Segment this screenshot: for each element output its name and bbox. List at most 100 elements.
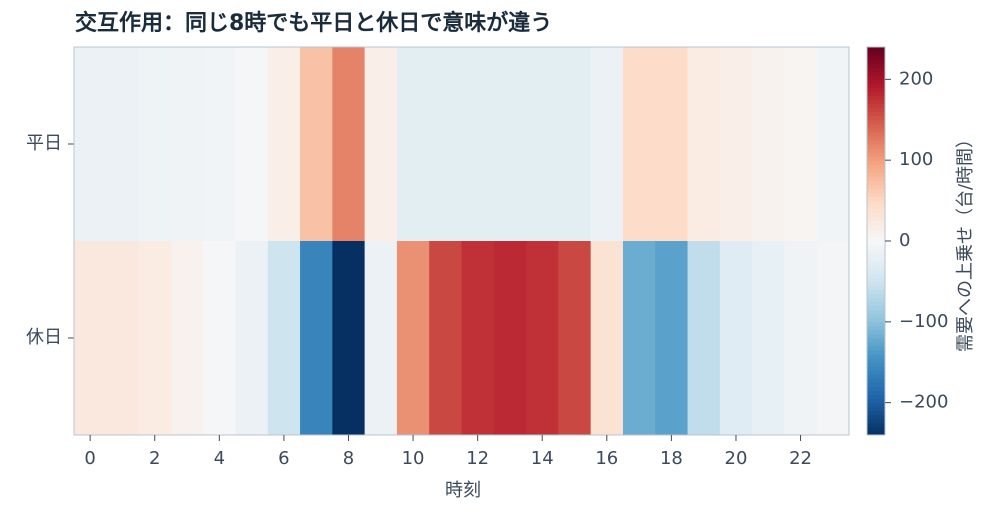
heatmap-cell xyxy=(332,47,366,242)
colorbar-segment xyxy=(867,160,885,165)
heatmap-cell xyxy=(816,241,850,436)
colorbar-segment xyxy=(867,119,885,125)
heatmap-cell xyxy=(364,241,398,436)
chart-title: 交互作用：同じ8時でも平日と休日で意味が違う xyxy=(75,10,552,36)
heatmap-cell xyxy=(267,241,301,436)
colorbar-segment xyxy=(867,241,885,246)
x-tick-label: 20 xyxy=(725,448,748,469)
colorbar-segment xyxy=(867,329,885,335)
colorbar-segment xyxy=(867,305,885,311)
colorbar-segment xyxy=(867,374,885,379)
colorbar-segment xyxy=(867,232,885,238)
x-tick-label: 14 xyxy=(531,448,554,469)
colorbar-tick-label: −100 xyxy=(899,311,948,332)
colorbar-segment xyxy=(867,212,885,218)
colorbar-label: 需要への上乗せ（台/時間） xyxy=(955,130,976,352)
colorbar-segment xyxy=(867,362,885,367)
colorbar-segment xyxy=(867,184,885,189)
colorbar-segment xyxy=(867,390,885,396)
colorbar-segment xyxy=(867,192,885,198)
colorbar-segment xyxy=(867,273,885,278)
colorbar-segment xyxy=(867,176,885,181)
colorbar-segment xyxy=(867,418,885,424)
colorbar-segment xyxy=(867,257,885,262)
heatmap-cell xyxy=(590,47,624,242)
colorbar-segment xyxy=(867,430,885,436)
colorbar-segment xyxy=(867,164,885,169)
colorbar-segment xyxy=(867,285,885,290)
colorbar-segment xyxy=(867,386,885,392)
colorbar-segment xyxy=(867,228,885,234)
heatmap-cell xyxy=(752,241,785,436)
heatmap-cell xyxy=(493,241,527,436)
heatmap-cell xyxy=(558,241,592,436)
colorbar-segment xyxy=(867,67,885,72)
heatmap-cell xyxy=(138,47,172,242)
heatmap-cell xyxy=(784,47,818,242)
heatmap-cell xyxy=(300,47,333,242)
colorbar-segment xyxy=(867,123,885,129)
colorbar-segment xyxy=(867,406,885,412)
y-tick-label: 休日 xyxy=(26,327,62,348)
colorbar-segment xyxy=(867,59,885,64)
colorbar-segment xyxy=(867,220,885,226)
colorbar-segment xyxy=(867,79,885,84)
colorbar-segment xyxy=(867,333,885,339)
colorbar-segment xyxy=(867,325,885,331)
colorbar-segment xyxy=(867,135,885,141)
colorbar-segment xyxy=(867,398,885,404)
colorbar-segment xyxy=(867,281,885,286)
heatmap-cell xyxy=(461,241,495,436)
colorbar-segment xyxy=(867,426,885,432)
colorbar-segment xyxy=(867,188,885,193)
heatmap-cell xyxy=(752,47,785,242)
x-tick-label: 10 xyxy=(402,448,425,469)
heatmap-cell xyxy=(235,47,269,242)
colorbar-segment xyxy=(867,261,885,266)
colorbar-segment xyxy=(867,269,885,274)
colorbar-segment xyxy=(867,338,885,343)
heatmap-cell xyxy=(332,241,366,436)
heatmap-cell xyxy=(493,47,527,242)
colorbar-segment xyxy=(867,358,885,363)
heatmap-cell xyxy=(655,47,689,242)
colorbar-segment xyxy=(867,55,885,60)
colorbar-segment xyxy=(867,245,885,250)
heatmap-cell xyxy=(300,241,333,436)
heatmap-cell xyxy=(170,241,204,436)
heatmap-cell xyxy=(622,47,656,242)
plot-frame xyxy=(73,46,850,436)
colorbar-segment xyxy=(867,350,885,355)
heatmap-cell xyxy=(138,241,172,436)
colorbar-tick-label: 200 xyxy=(899,68,933,89)
colorbar-tick-label: −200 xyxy=(899,392,948,413)
colorbar-segment xyxy=(867,75,885,80)
heatmap-cell xyxy=(106,47,140,242)
colorbar-tick-label: 0 xyxy=(899,230,910,251)
colorbar-segment xyxy=(867,309,885,315)
colorbar-segment xyxy=(867,208,885,214)
colorbar-segment xyxy=(867,99,885,105)
colorbar-segment xyxy=(867,366,885,371)
colorbar-segment xyxy=(867,277,885,282)
colorbar-tick-label: 100 xyxy=(899,149,933,170)
colorbar-segment xyxy=(867,172,885,177)
colorbar-segment xyxy=(867,200,885,206)
heatmap-cell xyxy=(106,241,140,436)
colorbar-segment xyxy=(867,216,885,222)
y-tick-label: 平日 xyxy=(26,133,62,154)
colorbar-segment xyxy=(867,265,885,270)
colorbar-segment xyxy=(867,180,885,185)
colorbar-segment xyxy=(867,253,885,258)
heatmap-cell xyxy=(429,241,462,436)
x-axis-label: 時刻 xyxy=(445,480,481,501)
colorbar-segment xyxy=(867,87,885,92)
colorbar-segment xyxy=(867,422,885,428)
colorbar-segment xyxy=(867,91,885,96)
heatmap-cell xyxy=(364,47,398,242)
colorbar-segment xyxy=(867,103,885,109)
colorbar-segment xyxy=(867,313,885,319)
colorbar-segment xyxy=(867,168,885,173)
x-tick-label: 0 xyxy=(84,448,95,469)
